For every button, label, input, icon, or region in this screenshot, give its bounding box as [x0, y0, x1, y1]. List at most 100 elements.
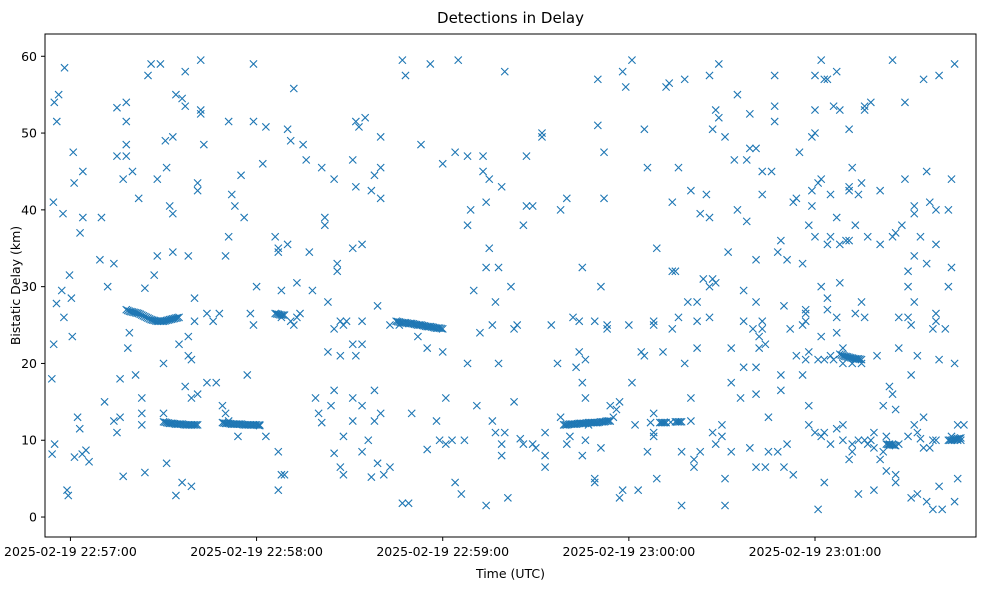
data-point	[190, 420, 199, 429]
data-point	[888, 440, 897, 449]
data-point	[804, 221, 813, 230]
data-point	[711, 440, 720, 449]
data-point	[537, 129, 546, 138]
data-point	[888, 56, 897, 65]
data-point	[76, 228, 85, 237]
data-point	[590, 317, 599, 326]
data-point	[919, 75, 928, 84]
data-point	[817, 332, 826, 341]
data-point	[202, 309, 211, 318]
data-point	[376, 132, 385, 141]
data-point	[916, 232, 925, 241]
data-point	[358, 240, 367, 249]
data-point	[879, 447, 888, 456]
data-point	[838, 420, 847, 429]
data-point	[488, 417, 497, 426]
data-point	[302, 155, 311, 164]
data-point	[758, 190, 767, 199]
data-point	[873, 351, 882, 360]
data-point	[178, 478, 187, 487]
data-point	[112, 428, 121, 437]
data-point	[910, 209, 919, 218]
data-point	[407, 409, 416, 418]
data-point	[427, 322, 436, 331]
data-point	[562, 194, 571, 203]
data-point	[246, 309, 255, 318]
data-point	[742, 155, 751, 164]
data-point	[409, 319, 418, 328]
data-point	[838, 436, 847, 445]
data-point	[255, 421, 264, 430]
data-point	[660, 418, 669, 427]
data-point	[482, 263, 491, 272]
data-point	[385, 463, 394, 472]
data-point	[64, 491, 73, 500]
data-point	[724, 248, 733, 257]
data-point	[435, 324, 444, 333]
data-point	[144, 71, 152, 80]
data-point	[885, 382, 894, 391]
data-point	[221, 409, 230, 418]
data-point	[466, 205, 475, 214]
data-point	[485, 175, 494, 184]
data-point	[618, 486, 627, 495]
data-point	[913, 351, 922, 360]
data-point	[401, 71, 410, 80]
data-point	[305, 248, 314, 257]
data-point	[959, 420, 968, 429]
data-point	[95, 255, 104, 264]
data-point	[935, 482, 944, 491]
data-point	[631, 420, 640, 429]
data-point	[935, 355, 944, 364]
data-point	[727, 378, 736, 387]
data-point	[876, 455, 885, 464]
data-point	[783, 255, 792, 264]
data-point	[646, 418, 655, 427]
data-point	[801, 317, 810, 326]
data-point	[773, 248, 782, 257]
data-point	[649, 409, 658, 418]
data-point	[739, 286, 748, 295]
data-point	[230, 202, 239, 211]
data-point	[537, 132, 546, 141]
data-point	[187, 482, 196, 491]
data-point	[801, 305, 810, 314]
data-point	[252, 282, 261, 291]
data-point	[640, 125, 649, 134]
data-point	[779, 463, 788, 472]
data-point	[261, 122, 270, 131]
data-point	[832, 328, 841, 337]
data-point	[320, 221, 329, 230]
data-point	[764, 447, 773, 456]
data-point	[167, 315, 176, 324]
data-point	[752, 363, 761, 372]
data-point	[761, 340, 770, 349]
data-point	[770, 117, 779, 126]
data-point	[572, 363, 581, 372]
data-point	[165, 202, 174, 211]
data-point	[860, 106, 869, 115]
data-point	[130, 308, 139, 317]
data-point	[437, 324, 446, 333]
data-point	[348, 340, 357, 349]
data-point	[333, 267, 342, 276]
data-point	[333, 259, 342, 268]
data-point	[680, 75, 689, 84]
data-point	[122, 117, 131, 126]
data-point	[848, 163, 857, 172]
data-point	[280, 470, 289, 479]
data-point	[258, 159, 267, 168]
data-point	[50, 98, 59, 107]
data-point	[922, 167, 931, 176]
data-point	[370, 386, 379, 395]
data-point	[503, 493, 512, 502]
data-point	[277, 311, 286, 320]
data-point	[193, 420, 202, 429]
data-point	[922, 497, 931, 506]
data-point	[677, 501, 686, 510]
data-point	[857, 355, 866, 364]
data-point	[128, 167, 137, 176]
data-point	[910, 251, 919, 260]
data-point	[931, 317, 940, 326]
data-point	[128, 308, 137, 316]
